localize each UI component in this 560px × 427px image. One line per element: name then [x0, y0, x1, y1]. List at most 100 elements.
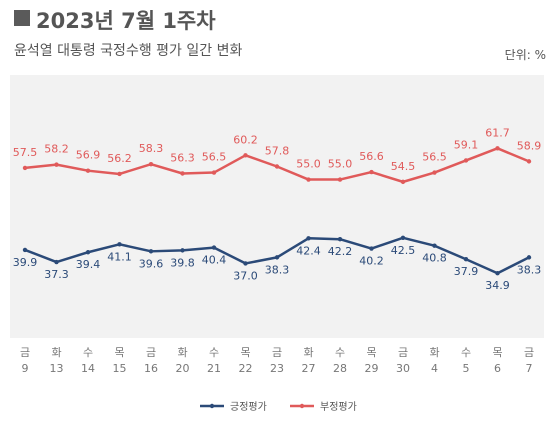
data-point	[54, 162, 59, 167]
data-point	[369, 169, 374, 175]
data-point	[85, 168, 91, 173]
x-tick-day: 목	[492, 346, 502, 359]
data-point	[211, 245, 217, 250]
x-tick-date: 29	[365, 362, 379, 375]
data-point	[117, 171, 122, 177]
data-point	[463, 158, 469, 163]
data-point	[117, 242, 122, 247]
x-tick-day: 수	[335, 346, 345, 359]
x-tick-date: 30	[396, 362, 410, 375]
data-label: 40.2	[359, 255, 384, 268]
x-tick-day: 금	[398, 346, 408, 359]
x-tick-date: 22	[239, 362, 253, 375]
data-label: 56.6	[359, 150, 384, 163]
data-point	[306, 177, 311, 182]
chart-subtitle: 윤석열 대통령 국정수행 평가 일간 변화	[14, 43, 243, 59]
x-tick-day: 화	[429, 346, 439, 359]
data-label: 34.9	[485, 279, 510, 292]
legend-item-1: 부정평가	[290, 401, 357, 413]
x-tick-day: 금	[524, 346, 534, 359]
x-tick-date: 9	[22, 362, 29, 375]
data-point	[495, 146, 500, 151]
data-label: 54.5	[391, 160, 416, 173]
data-label: 38.3	[265, 263, 290, 276]
data-point	[180, 248, 185, 253]
x-tick-day: 목	[240, 346, 250, 359]
data-label: 55.0	[328, 158, 353, 171]
data-label: 58.3	[139, 142, 164, 155]
page-title: 2023년 7월 1주차	[36, 9, 216, 33]
x-tick-date: 23	[270, 362, 284, 375]
data-point	[22, 165, 28, 171]
x-tick-date: 16	[144, 362, 158, 375]
data-label: 37.0	[233, 269, 258, 282]
data-point	[432, 243, 437, 248]
unit-label: 단위: %	[504, 48, 546, 62]
data-point	[400, 235, 406, 240]
data-label: 42.2	[328, 245, 353, 258]
data-point	[306, 236, 311, 241]
data-label: 55.0	[296, 158, 321, 171]
data-point	[369, 246, 374, 251]
data-label: 39.6	[139, 257, 164, 270]
x-tick-day: 금	[146, 346, 156, 359]
data-label: 39.4	[76, 258, 101, 271]
x-tick-day: 화	[177, 346, 187, 359]
data-label: 56.3	[170, 151, 195, 164]
x-tick-day: 수	[209, 346, 219, 359]
data-point	[463, 257, 469, 262]
x-tick-day: 화	[51, 346, 61, 359]
data-label: 58.9	[517, 139, 542, 152]
x-tick-day: 수	[461, 346, 471, 359]
x-tick-day: 수	[83, 346, 93, 359]
x-tick-date: 7	[526, 362, 533, 375]
plot-area	[10, 75, 544, 338]
data-point	[22, 247, 28, 253]
data-label: 37.9	[454, 265, 479, 278]
data-point	[243, 153, 248, 158]
data-point	[180, 171, 185, 176]
x-tick-date: 28	[333, 362, 347, 375]
legend-label: 긍정평가	[230, 401, 267, 413]
data-point	[243, 261, 248, 266]
data-label: 59.1	[454, 138, 479, 151]
data-label: 40.8	[422, 252, 447, 265]
data-point	[337, 236, 343, 242]
data-label: 42.4	[296, 244, 321, 257]
data-point	[54, 259, 59, 265]
data-label: 42.5	[391, 244, 416, 257]
data-label: 56.2	[107, 152, 132, 165]
data-point	[526, 255, 532, 260]
legend-label: 부정평가	[320, 401, 357, 413]
data-point	[400, 179, 406, 185]
x-tick-day: 금	[20, 346, 30, 359]
data-point	[85, 250, 91, 255]
x-tick-date: 20	[176, 362, 190, 375]
data-label: 57.5	[13, 146, 38, 159]
legend-marker	[209, 403, 215, 409]
x-tick-date: 21	[207, 362, 221, 375]
data-label: 56.5	[422, 151, 447, 164]
data-label: 40.4	[202, 254, 227, 267]
data-point	[148, 161, 154, 167]
data-point	[337, 177, 343, 182]
data-label: 37.3	[44, 268, 69, 281]
x-tick-date: 15	[113, 362, 127, 375]
data-point	[148, 249, 154, 254]
data-label: 38.3	[517, 263, 542, 276]
x-tick-day: 화	[303, 346, 313, 359]
data-label: 56.5	[202, 151, 227, 164]
data-point	[495, 271, 500, 276]
legend-item-0: 긍정평가	[200, 401, 267, 413]
data-point	[274, 255, 280, 260]
x-tick-date: 6	[494, 362, 501, 375]
data-label: 39.8	[170, 256, 195, 269]
data-point	[274, 164, 280, 169]
data-label: 61.7	[485, 126, 510, 139]
x-tick-day: 금	[272, 346, 282, 359]
data-label: 56.9	[76, 149, 101, 162]
x-tick-day: 목	[366, 346, 376, 359]
x-tick-date: 5	[463, 362, 470, 375]
legend-marker	[299, 403, 305, 409]
